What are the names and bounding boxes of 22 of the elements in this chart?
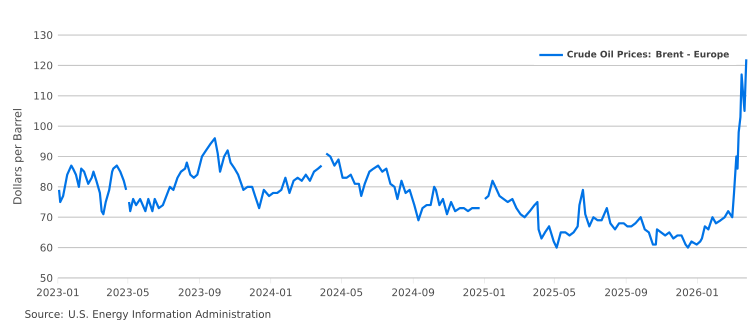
y-tick-label: 100	[34, 122, 52, 130]
x-tick-label: 2024-01	[250, 288, 292, 296]
x-tick-label: 2026-01	[676, 288, 718, 296]
x-tick-label: 2025-09	[605, 288, 648, 296]
x-tick-label: 2025-05	[533, 288, 576, 296]
y-tick-label: 90	[40, 152, 52, 160]
y-tick-label: 50	[40, 274, 52, 282]
y-tick-label: 60	[40, 244, 52, 252]
y-axis-title: Dollars per Barrel	[12, 109, 24, 204]
y-tick-label: 70	[40, 213, 52, 222]
y-tick-label: 130	[34, 31, 52, 39]
x-tick-label: 2023-09	[178, 288, 221, 296]
x-tick-label: 2023-05	[106, 288, 149, 296]
x-tick-label: 2024-09	[392, 288, 434, 296]
legend-label: Crude Oil Prices: Brent - Europe	[567, 50, 729, 60]
x-tick-label: 2025-01	[463, 288, 506, 296]
y-tick-label: 110	[34, 92, 52, 100]
y-tick-label: 120	[34, 62, 52, 70]
x-tick-label: 2024-05	[320, 288, 362, 296]
source-note: Source: U.S. Energy Information Administration	[25, 310, 270, 320]
x-tick-label: 2023-01	[36, 288, 79, 296]
y-tick-label: 80	[40, 182, 52, 191]
